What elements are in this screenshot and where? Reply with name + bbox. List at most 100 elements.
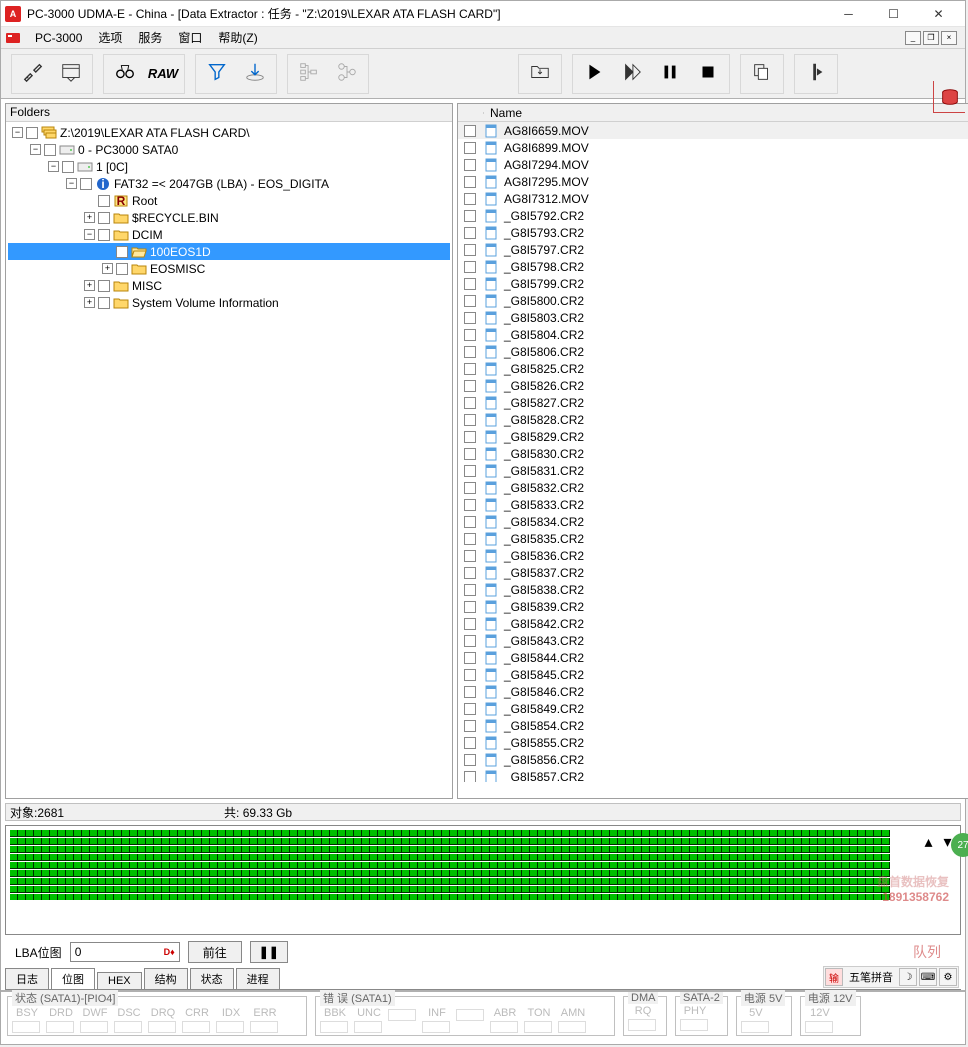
tb-window-button[interactable] [52, 57, 90, 91]
file-checkbox[interactable] [464, 142, 476, 154]
tree-checkbox[interactable] [98, 280, 110, 292]
file-row[interactable]: _G8I5803.CR2 [458, 309, 968, 326]
file-row[interactable]: _G8I5800.CR2 [458, 292, 968, 309]
file-row[interactable]: _G8I5793.CR2 [458, 224, 968, 241]
file-checkbox[interactable] [464, 771, 476, 783]
expander-icon[interactable]: + [84, 212, 95, 223]
mdi-minimize-button[interactable]: _ [905, 31, 921, 45]
file-row[interactable]: _G8I5825.CR2 [458, 360, 968, 377]
file-row[interactable]: _G8I5855.CR2 [458, 734, 968, 751]
tree-node[interactable]: RRoot [8, 192, 450, 209]
file-row[interactable]: _G8I5833.CR2 [458, 496, 968, 513]
file-checkbox[interactable] [464, 278, 476, 290]
file-checkbox[interactable] [464, 652, 476, 664]
tb-skip-button[interactable] [613, 57, 651, 91]
file-checkbox[interactable] [464, 703, 476, 715]
file-row[interactable]: _G8I5798.CR2 [458, 258, 968, 275]
tb-stop-button[interactable] [689, 57, 727, 91]
file-checkbox[interactable] [464, 686, 476, 698]
file-checkbox[interactable] [464, 584, 476, 596]
expander-icon[interactable]: − [66, 178, 77, 189]
tb-export-button[interactable] [521, 57, 559, 91]
right-scrollbar-x[interactable] [458, 782, 968, 798]
file-row[interactable]: _G8I5827.CR2 [458, 394, 968, 411]
file-checkbox[interactable] [464, 397, 476, 409]
tree-node[interactable]: −1 [0C] [8, 158, 450, 175]
menu-brand[interactable]: PC-3000 [27, 31, 90, 45]
file-checkbox[interactable] [464, 125, 476, 137]
ime-settings-icon[interactable]: ⚙ [939, 968, 957, 986]
goto-button[interactable]: 前往 [188, 941, 242, 963]
folder-tree[interactable]: −Z:\2019\LEXAR ATA FLASH CARD\−0 - PC300… [6, 122, 452, 782]
tree-checkbox[interactable] [44, 144, 56, 156]
file-row[interactable]: _G8I5792.CR2 [458, 207, 968, 224]
file-checkbox[interactable] [464, 737, 476, 749]
expander-icon[interactable]: − [30, 144, 41, 155]
file-checkbox[interactable] [464, 380, 476, 392]
tb-play-button[interactable] [575, 57, 613, 91]
ime-label[interactable]: 五笔拼音 [845, 968, 897, 986]
tb-map2-button[interactable] [328, 57, 366, 91]
file-checkbox[interactable] [464, 669, 476, 681]
progress-map[interactable]: ▾▴ [5, 825, 961, 935]
expander-icon[interactable]: − [12, 127, 23, 138]
expander-icon[interactable]: + [102, 263, 113, 274]
tree-node[interactable]: +EOSMISC [8, 260, 450, 277]
file-checkbox[interactable] [464, 635, 476, 647]
mdi-restore-button[interactable]: ❐ [923, 31, 939, 45]
tb-pause-button[interactable] [651, 57, 689, 91]
ime-icon[interactable]: 输 [825, 968, 843, 986]
tb-target-button[interactable] [236, 57, 274, 91]
file-row[interactable]: _G8I5834.CR2 [458, 513, 968, 530]
tree-checkbox[interactable] [98, 229, 110, 241]
file-row[interactable]: _G8I5842.CR2 [458, 615, 968, 632]
file-checkbox[interactable] [464, 618, 476, 630]
file-row[interactable]: _G8I5837.CR2 [458, 564, 968, 581]
file-checkbox[interactable] [464, 193, 476, 205]
menu-item-service[interactable]: 服务 [130, 29, 170, 46]
tree-node[interactable]: 100EOS1D [8, 243, 450, 260]
menu-item-window[interactable]: 窗口 [170, 29, 210, 46]
file-row[interactable]: _G8I5799.CR2 [458, 275, 968, 292]
expander-icon[interactable]: − [48, 161, 59, 172]
file-row[interactable]: _G8I5830.CR2 [458, 445, 968, 462]
file-row[interactable]: _G8I5828.CR2 [458, 411, 968, 428]
expander-icon[interactable]: + [84, 280, 95, 291]
file-checkbox[interactable] [464, 346, 476, 358]
tree-checkbox[interactable] [98, 195, 110, 207]
file-checkbox[interactable] [464, 567, 476, 579]
file-row[interactable]: _G8I5838.CR2 [458, 581, 968, 598]
file-row[interactable]: _G8I5806.CR2 [458, 343, 968, 360]
tb-copyall-button[interactable] [743, 57, 781, 91]
tab-日志[interactable]: 日志 [5, 968, 49, 989]
file-checkbox[interactable] [464, 448, 476, 460]
file-row[interactable]: _G8I5845.CR2 [458, 666, 968, 683]
file-row[interactable]: _G8I5829.CR2 [458, 428, 968, 445]
col-checkbox[interactable] [458, 112, 484, 114]
tb-tools-button[interactable] [14, 57, 52, 91]
file-row[interactable]: AG8I6659.MOV [458, 122, 968, 139]
file-row[interactable]: _G8I5846.CR2 [458, 683, 968, 700]
file-row[interactable]: _G8I5804.CR2 [458, 326, 968, 343]
file-row[interactable]: AG8I6899.MOV [458, 139, 968, 156]
tree-checkbox[interactable] [116, 246, 128, 258]
file-row[interactable]: _G8I5797.CR2 [458, 241, 968, 258]
tb-map1-button[interactable] [290, 57, 328, 91]
tab-位图[interactable]: 位图 [51, 968, 95, 989]
file-row[interactable]: _G8I5832.CR2 [458, 479, 968, 496]
tab-状态[interactable]: 状态 [190, 968, 234, 989]
lba-pause-button[interactable]: ❚❚ [250, 941, 288, 963]
file-checkbox[interactable] [464, 754, 476, 766]
expander-icon[interactable]: + [84, 297, 95, 308]
file-row[interactable]: AG8I7295.MOV [458, 173, 968, 190]
menu-item-options[interactable]: 选项 [90, 29, 130, 46]
file-checkbox[interactable] [464, 210, 476, 222]
file-checkbox[interactable] [464, 516, 476, 528]
file-checkbox[interactable] [464, 295, 476, 307]
file-checkbox[interactable] [464, 550, 476, 562]
file-checkbox[interactable] [464, 363, 476, 375]
file-checkbox[interactable] [464, 533, 476, 545]
file-row[interactable]: _G8I5857.CR2 [458, 768, 968, 782]
file-checkbox[interactable] [464, 720, 476, 732]
menu-item-help[interactable]: 帮助(Z) [210, 29, 265, 46]
